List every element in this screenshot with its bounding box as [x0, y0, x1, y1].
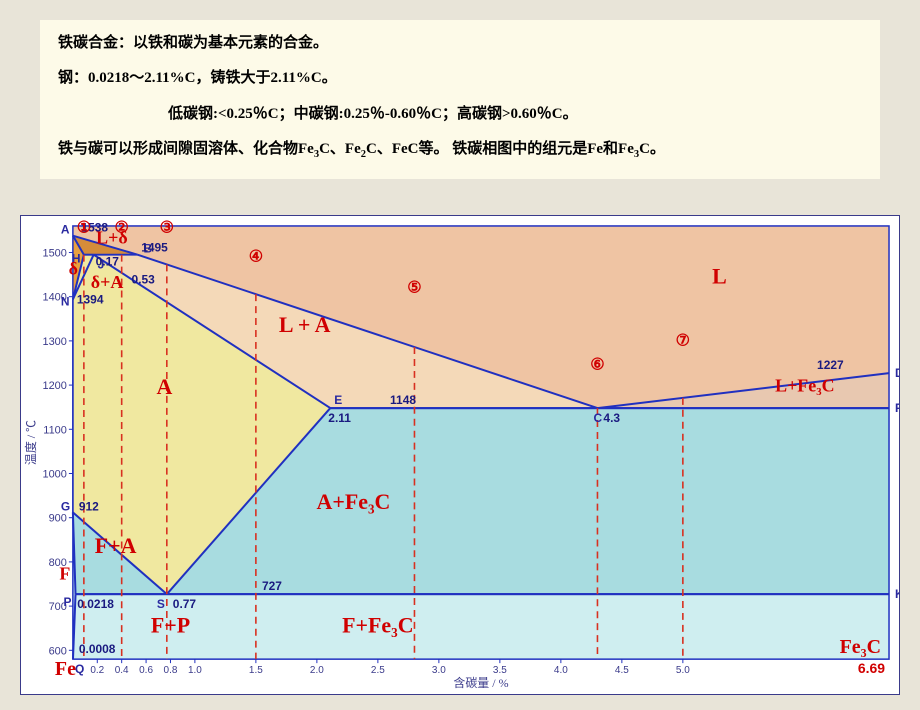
x-tick: 1.0 — [188, 665, 202, 676]
x-tick: 4.5 — [615, 665, 629, 676]
circled-number: ③ — [160, 220, 174, 237]
x-tick: 4.0 — [554, 665, 568, 676]
region-label: L — [712, 263, 727, 288]
value-label: 0.77 — [173, 597, 197, 611]
point-label: Q — [75, 662, 84, 676]
region-label: A — [156, 374, 172, 399]
circled-number: ⑥ — [590, 357, 604, 374]
point-label: G — [61, 499, 70, 513]
value-label: 0.0218 — [77, 597, 114, 611]
description-block: 铁碳合金：以铁和碳为基本元素的合金。 钢：0.0218～2.11%C，铸铁大于2… — [40, 20, 880, 179]
y-tick: 1300 — [42, 336, 66, 348]
region-label: F+A — [95, 533, 137, 558]
point-label: A — [61, 223, 70, 237]
x-max-label: 6.69 — [858, 660, 885, 676]
value-label: 727 — [262, 579, 282, 593]
point-label: N — [61, 294, 70, 308]
desc-line-2: 钢：0.0218～2.11%C，铸铁大于2.11%C。 — [58, 67, 862, 90]
y-tick: 1000 — [42, 468, 66, 480]
circled-number: ① — [77, 220, 91, 237]
value-label: 0.0008 — [79, 642, 116, 656]
desc-line-3: 低碳钢:<0.25％C；中碳钢:0.25％-0.60％C；高碳钢>0.60％C。 — [58, 103, 862, 126]
point-label: E — [334, 393, 342, 407]
region-label: L + A — [279, 312, 331, 337]
desc-line-1: 铁碳合金：以铁和碳为基本元素的合金。 — [58, 32, 862, 55]
x-tick: 0.2 — [90, 665, 104, 676]
y-tick: 900 — [49, 513, 67, 525]
x-axis-label: 含碳量 / % — [453, 675, 508, 690]
region-label: A+Fe₃C — [317, 489, 391, 514]
value-label: 0.17 — [96, 255, 120, 269]
value-label: 1148 — [390, 393, 416, 407]
y-tick: 1100 — [43, 424, 67, 436]
value-label: 912 — [79, 499, 99, 513]
circled-number: ④ — [249, 248, 263, 265]
value-label: 1394 — [77, 292, 104, 306]
region-label: δ+A — [91, 272, 124, 292]
value-label: 1495 — [141, 241, 168, 255]
x-tick: 5.0 — [676, 665, 690, 676]
region-label: F+Fe₃C — [342, 613, 413, 638]
point-label: K — [895, 587, 899, 601]
value-label: 4.3 — [603, 411, 620, 425]
y-tick: 600 — [49, 645, 67, 657]
value-label: 2.11 — [328, 411, 351, 425]
x-tick: 1.5 — [249, 665, 263, 676]
point-label: F — [895, 401, 899, 415]
point-label: D — [895, 366, 899, 380]
phase-diagram: 6007008009001000110012001300140015000.20… — [20, 215, 900, 695]
circled-number: ⑤ — [407, 279, 421, 296]
x-tick: 0.8 — [164, 665, 178, 676]
x-tick: 0.4 — [115, 665, 129, 676]
x-tick: 2.5 — [371, 665, 385, 676]
x-tick: 0.6 — [139, 665, 153, 676]
point-label: S — [157, 597, 165, 611]
region-label: F — [59, 564, 70, 584]
y-axis-label: 温度 / ℃ — [23, 420, 38, 465]
corner-Fe: Fe — [55, 658, 76, 680]
region-label: L+Fe₃C — [775, 376, 834, 396]
x-tick: 3.0 — [432, 665, 446, 676]
y-tick: 1200 — [42, 380, 66, 392]
x-tick: 2.0 — [310, 665, 324, 676]
circled-number: ② — [115, 220, 129, 237]
value-label: 1227 — [817, 358, 844, 372]
point-label: P — [64, 595, 72, 609]
region-label: δ — [69, 259, 78, 279]
desc-line-4: 铁与碳可以形成间隙固溶体、化合物Fe3C、Fe2C、FeC等。 铁碳相图中的组元… — [58, 138, 862, 163]
value-label: 0.53 — [132, 273, 156, 287]
region-label: F+P — [151, 613, 190, 638]
corner-Fe3C: Fe₃C — [840, 636, 881, 658]
circled-number: ⑦ — [676, 332, 690, 349]
y-tick: 1500 — [42, 247, 66, 259]
x-tick: 3.5 — [493, 665, 507, 676]
point-label: C — [593, 411, 602, 425]
